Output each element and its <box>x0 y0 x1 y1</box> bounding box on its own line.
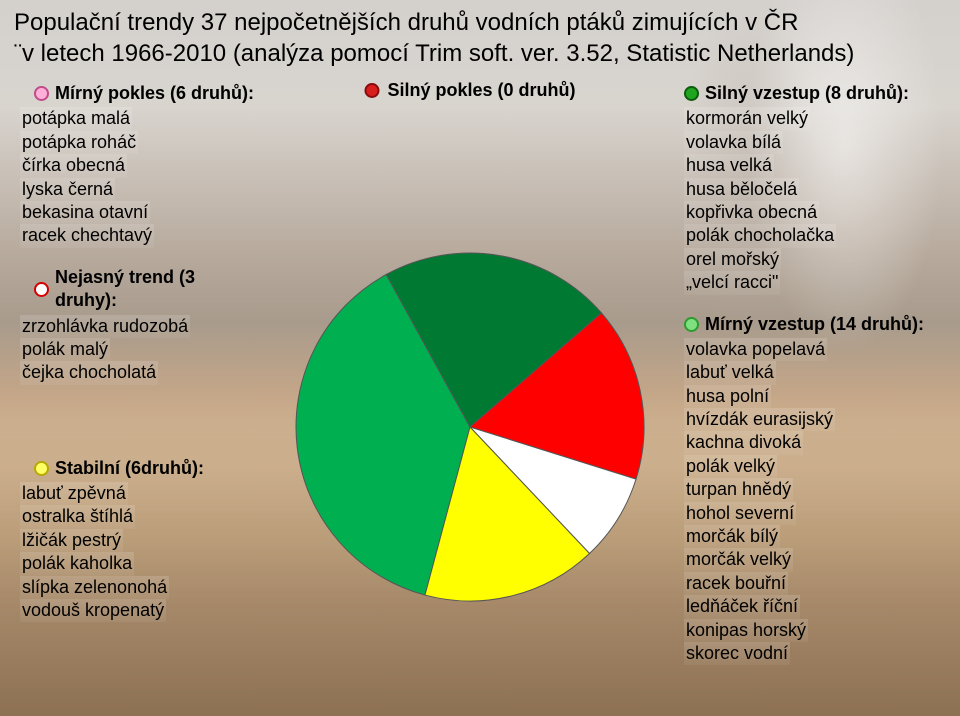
list-item: orel mořský <box>684 248 946 271</box>
list-item: skorec vodní <box>684 642 946 665</box>
list-item: polák velký <box>684 455 946 478</box>
list-item: zrzohlávka rudozobá <box>20 315 256 338</box>
list-item: lžičák pestrý <box>20 529 256 552</box>
page-subtitle: ¨v letech 1966-2010 (analýza pomocí Trim… <box>0 40 960 76</box>
pie-chart <box>280 237 660 617</box>
legend-header: Nejasný trend (3 druhy): <box>34 266 256 313</box>
list-item: kopřivka obecná <box>684 201 946 224</box>
legend-group: Mírný vzestup (14 druhů):volavka popelav… <box>684 313 946 666</box>
list-item: kachna divoká <box>684 431 946 454</box>
list-item: konipas horský <box>684 619 946 642</box>
list-item: racek chechtavý <box>20 224 256 247</box>
circle-icon <box>684 317 699 332</box>
top-legend: Silný pokles (0 druhů) <box>364 80 575 101</box>
list-item: vodouš kropenatý <box>20 599 256 622</box>
legend-header: Mírný pokles (6 druhů): <box>34 82 256 105</box>
circle-icon <box>34 86 49 101</box>
top-legend-label: Silný pokles (0 druhů) <box>387 80 575 101</box>
list-item: volavka bílá <box>684 131 946 154</box>
page-title: Populační trendy 37 nejpočetnějších druh… <box>0 0 960 40</box>
circle-icon <box>34 461 49 476</box>
list-item: čírka obecná <box>20 154 256 177</box>
list-item: „velcí racci" <box>684 271 946 294</box>
list-item: hohol severní <box>684 502 946 525</box>
list-item: ledňáček říční <box>684 595 946 618</box>
legend-header-label: Stabilní (6druhů): <box>55 457 204 480</box>
list-item: polák kaholka <box>20 552 256 575</box>
legend-group: Silný vzestup (8 druhů):kormorán velkývo… <box>684 82 946 295</box>
chart-area: Silný pokles (0 druhů) <box>260 76 680 702</box>
legend-header: Silný vzestup (8 druhů): <box>684 82 946 105</box>
list-item: morčák bílý <box>684 525 946 548</box>
legend-group: Stabilní (6druhů):labuť zpěvnáostralka š… <box>20 457 256 623</box>
right-column: Silný vzestup (8 druhů):kormorán velkývo… <box>680 76 960 702</box>
list-item: lyska černá <box>20 178 256 201</box>
list-item: hvízdák eurasijský <box>684 408 946 431</box>
left-column: Mírný pokles (6 druhů):potápka malápotáp… <box>0 76 260 702</box>
list-item: polák malý <box>20 338 256 361</box>
list-item: polák chocholačka <box>684 224 946 247</box>
list-item: potápka roháč <box>20 131 256 154</box>
circle-icon <box>34 282 49 297</box>
list-item: labuť velká <box>684 361 946 384</box>
circle-icon <box>364 83 379 98</box>
list-item: turpan hnědý <box>684 478 946 501</box>
list-item: slípka zelenonohá <box>20 576 256 599</box>
list-item: husa velká <box>684 154 946 177</box>
list-item: volavka popelavá <box>684 338 946 361</box>
list-item: labuť zpěvná <box>20 482 256 505</box>
list-item: čejka chocholatá <box>20 361 256 384</box>
list-item: potápka malá <box>20 107 256 130</box>
list-item: husa polní <box>684 385 946 408</box>
list-item: ostralka štíhlá <box>20 505 256 528</box>
legend-header-label: Mírný vzestup (14 druhů): <box>705 313 924 336</box>
legend-group: Nejasný trend (3 druhy):zrzohlávka rudoz… <box>20 266 256 385</box>
list-item: morčák velký <box>684 548 946 571</box>
circle-icon <box>684 86 699 101</box>
legend-header: Stabilní (6druhů): <box>34 457 256 480</box>
list-item: racek bouřní <box>684 572 946 595</box>
legend-group: Mírný pokles (6 druhů):potápka malápotáp… <box>20 82 256 248</box>
legend-header-label: Nejasný trend (3 druhy): <box>55 266 256 313</box>
legend-header-label: Silný vzestup (8 druhů): <box>705 82 909 105</box>
legend-header-label: Mírný pokles (6 druhů): <box>55 82 254 105</box>
list-item: bekasina otavní <box>20 201 256 224</box>
legend-header: Mírný vzestup (14 druhů): <box>684 313 946 336</box>
list-item: husa běločelá <box>684 178 946 201</box>
list-item: kormorán velký <box>684 107 946 130</box>
